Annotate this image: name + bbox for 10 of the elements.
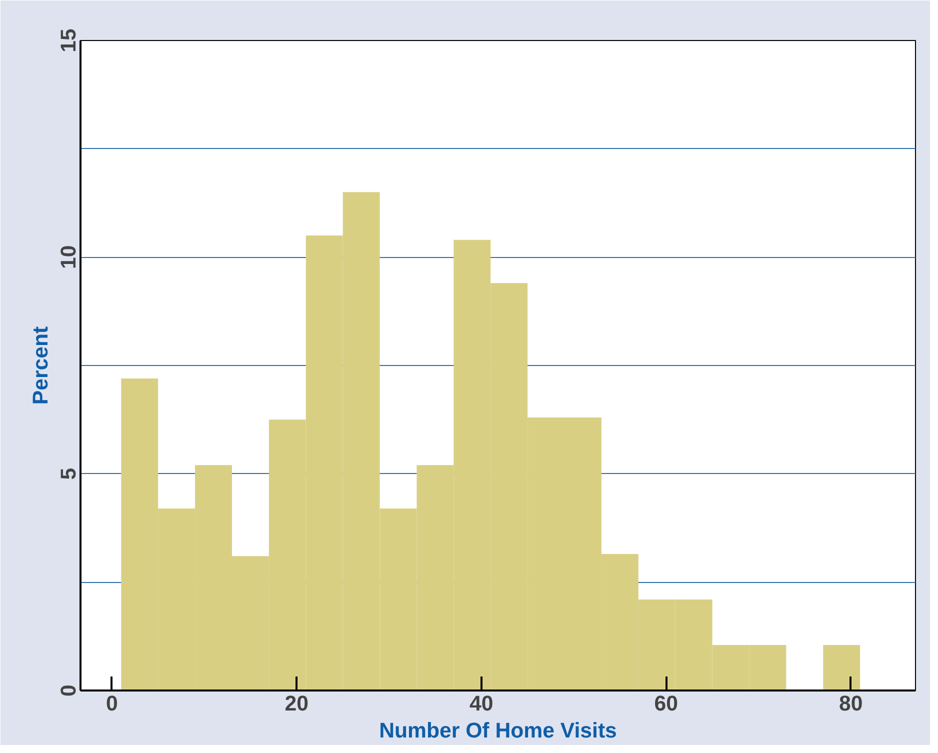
x-axis-title: Number Of Home Visits [379,718,617,742]
x-tick-label: 60 [654,692,678,716]
y-tick-label: 15 [56,28,80,52]
y-tick-label: 5 [56,468,80,480]
y-axis-title: Percent [28,326,52,405]
x-tick-label: 80 [838,692,863,716]
x-tick-label: 40 [470,692,494,716]
y-tick-label: 10 [56,245,80,270]
x-tick-label: 0 [106,692,118,716]
x-tick-label: 20 [284,692,309,716]
